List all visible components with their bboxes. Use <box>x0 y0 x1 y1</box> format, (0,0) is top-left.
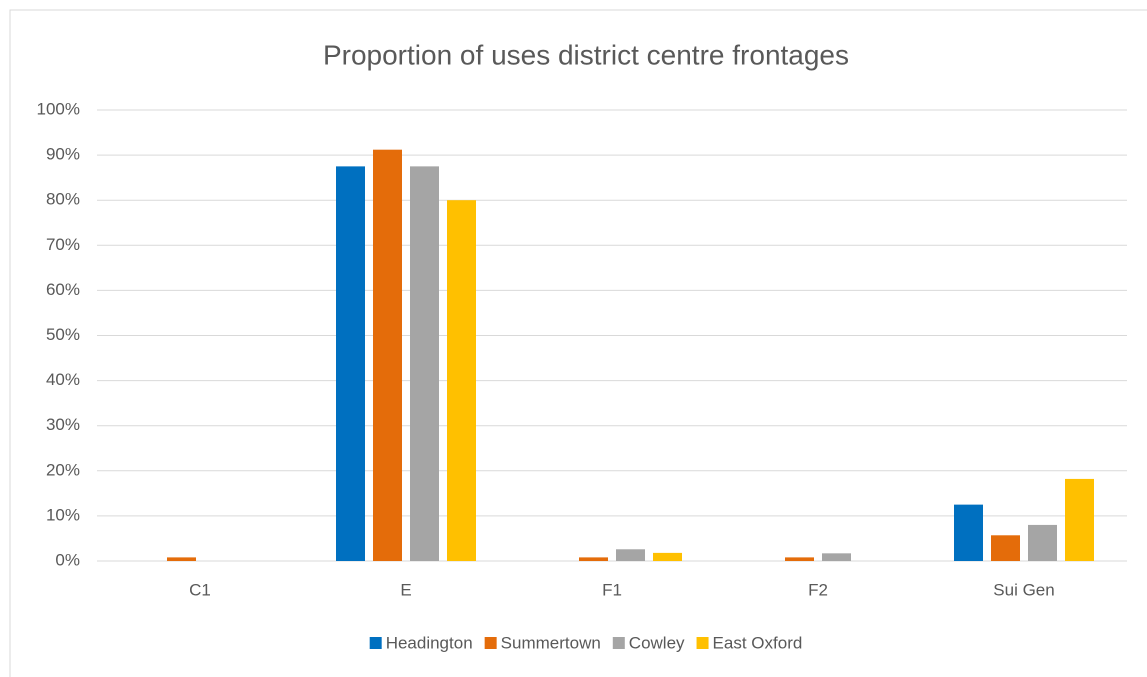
bar <box>822 553 851 561</box>
y-tick-label: 40% <box>46 370 80 389</box>
bar <box>579 557 608 561</box>
bar <box>410 166 439 561</box>
bar <box>373 149 402 562</box>
x-tick-label: C1 <box>189 580 211 599</box>
y-tick-label: 10% <box>46 505 80 524</box>
bar <box>653 552 682 561</box>
y-tick-label: 50% <box>46 325 80 344</box>
y-tick-label: 60% <box>46 280 80 299</box>
x-tick-label: F2 <box>808 580 828 599</box>
bar <box>785 557 814 561</box>
legend-swatch <box>484 637 497 649</box>
y-tick-label: 70% <box>46 235 80 254</box>
legend-label: Headington <box>386 633 473 652</box>
bar <box>954 504 983 561</box>
chart-border <box>9 9 1147 677</box>
bar <box>1028 524 1057 561</box>
y-tick-label: 90% <box>46 145 80 164</box>
y-tick-label: 30% <box>46 415 80 434</box>
bar <box>336 166 365 561</box>
x-tick-label: F1 <box>602 580 622 599</box>
y-tick-label: 100% <box>37 99 80 118</box>
legend-swatch <box>696 637 709 649</box>
bar <box>1065 478 1094 561</box>
y-tick-label: 80% <box>46 190 80 209</box>
legend-label: Cowley <box>629 633 685 652</box>
x-tick-label: Sui Gen <box>993 580 1054 599</box>
bar <box>167 557 196 561</box>
bar <box>616 549 645 561</box>
legend-label: Summertown <box>501 633 601 652</box>
chart-title: Proportion of uses district centre front… <box>323 39 849 70</box>
x-tick-label: E <box>400 580 411 599</box>
y-tick-label: 20% <box>46 460 80 479</box>
y-tick-label: 0% <box>55 550 80 569</box>
legend-label: East Oxford <box>713 633 803 652</box>
bar <box>447 200 476 561</box>
legend-swatch <box>612 637 625 649</box>
legend-swatch <box>369 637 382 649</box>
bar <box>991 535 1020 561</box>
